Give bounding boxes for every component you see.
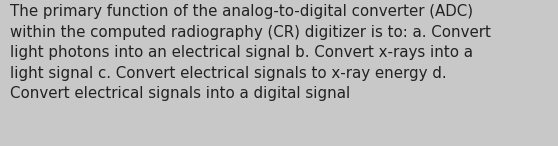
Text: The primary function of the analog-to-digital converter (ADC)
within the compute: The primary function of the analog-to-di…	[10, 4, 491, 101]
